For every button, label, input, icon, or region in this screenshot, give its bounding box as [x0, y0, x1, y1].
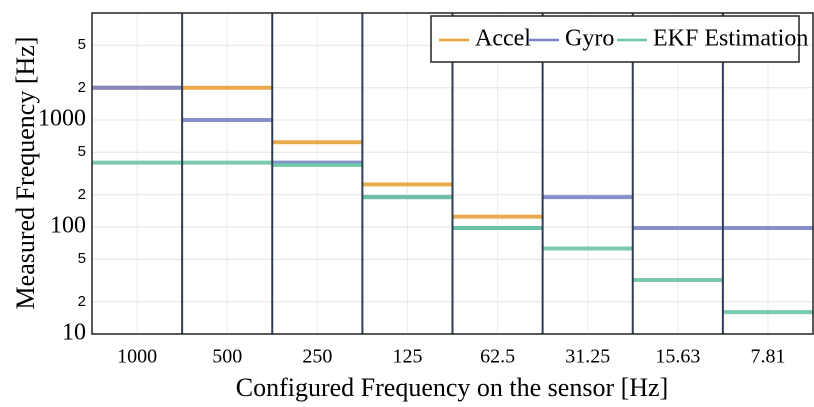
y-tick-label: 5	[78, 250, 86, 267]
y-tick-label: 5	[78, 143, 86, 160]
x-tick-label: 15.63	[655, 346, 700, 368]
y-tick-label: 10	[62, 320, 86, 346]
legend-label: Gyro	[565, 26, 614, 52]
y-axis-title: Measured Frequency [Hz]	[11, 37, 40, 310]
x-tick-label: 125	[392, 346, 422, 368]
legend-label: Accel	[475, 26, 531, 52]
x-axis-title: Configured Frequency on the sensor [Hz]	[236, 373, 669, 402]
legend-box	[430, 15, 800, 63]
legend-label: EKF Estimation	[653, 26, 808, 52]
y-tick-label: 5	[78, 36, 86, 53]
y-tick-label: 1000	[38, 106, 86, 132]
x-tick-label: 500	[212, 346, 242, 368]
x-tick-label: 62.5	[480, 346, 515, 368]
plot-frame	[91, 12, 814, 335]
y-tick-label: 2	[78, 79, 86, 96]
x-tick-label: 7.81	[750, 346, 785, 368]
x-tick-label: 1000	[117, 346, 157, 368]
x-tick-label: 31.25	[565, 346, 610, 368]
y-tick-label: 2	[78, 186, 86, 203]
y-tick-label: 100	[50, 213, 86, 239]
x-tick-label: 250	[302, 346, 332, 368]
y-tick-label: 2	[78, 293, 86, 310]
